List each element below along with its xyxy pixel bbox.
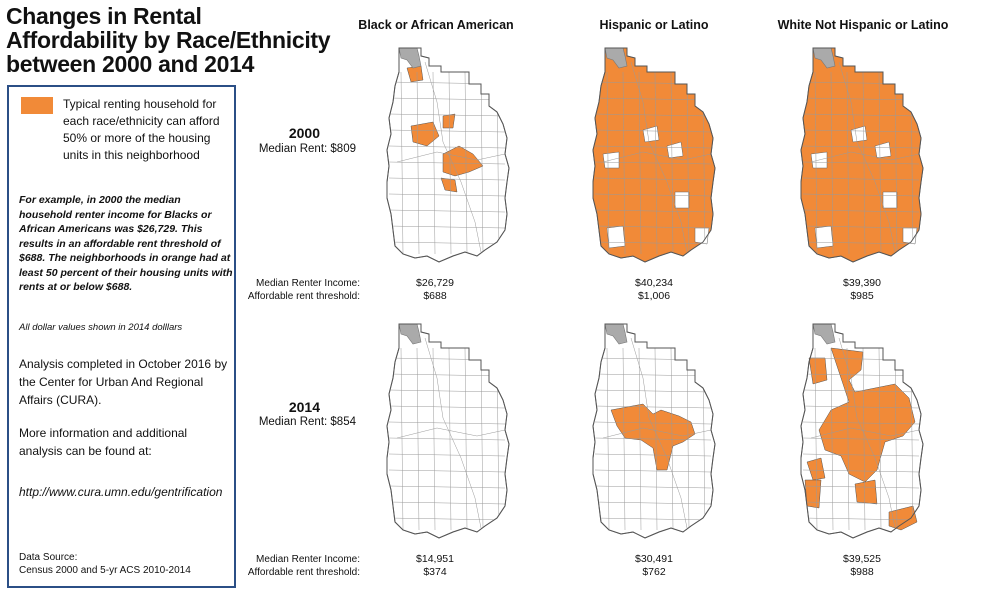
- city-border: [592, 323, 716, 539]
- analysis-text: Analysis completed in October 2016 by th…: [19, 357, 228, 407]
- threshold-label-2000: Affordable rent threshold:: [247, 291, 360, 302]
- threshold-2014-black: $374: [423, 566, 447, 578]
- unaffordable-region: [882, 191, 898, 209]
- legend-swatch: [21, 97, 53, 114]
- median-rent-2000: Median Rent: $809: [258, 143, 356, 155]
- affordable-region: [804, 479, 822, 509]
- legend-panel: Typical renting household for each race/…: [7, 85, 236, 588]
- income-label-2000: Median Renter Income:: [256, 278, 360, 289]
- unaffordable-region: [674, 191, 690, 209]
- threshold-label-2014: Affordable rent threshold:: [247, 567, 360, 578]
- city-outline: [386, 323, 510, 539]
- city-border: [800, 47, 924, 263]
- neighborhood-boundaries: [802, 61, 920, 255]
- city-border: [386, 323, 510, 539]
- median-rent-2014: Median Rent: $854: [258, 416, 356, 428]
- page-title: Changes in Rental Affordability by Race/…: [6, 3, 331, 77]
- map-2000-hispanic: [592, 47, 716, 263]
- data-source-detail: Census 2000 and 5-yr ACS 2010-2014: [19, 565, 191, 576]
- no-data-region: [812, 323, 836, 345]
- column-header-white: White Not Hispanic or Latino: [777, 18, 949, 32]
- neighborhood-boundaries: [388, 337, 506, 531]
- income-2000-white: $39,390: [843, 277, 881, 289]
- city-border: [800, 323, 924, 539]
- neighborhood-boundaries: [802, 337, 920, 531]
- affordable-region: [888, 505, 918, 531]
- map-2014-white: [800, 323, 924, 539]
- data-source: Data Source: Census 2000 and 5-yr ACS 20…: [19, 551, 234, 577]
- map-2014-hispanic: [592, 323, 716, 539]
- unaffordable-region: [814, 225, 834, 249]
- city-border: [386, 47, 510, 263]
- income-2014-hispanic: $30,491: [635, 553, 673, 565]
- legend-text: Typical renting household for each race/…: [63, 97, 220, 162]
- no-data-region: [604, 323, 628, 345]
- threshold-2000-black: $688: [423, 290, 447, 302]
- affordable-region: [442, 113, 456, 129]
- income-2014-white: $39,525: [843, 553, 881, 565]
- dollars-note: All dollar values shown in 2014 dolllars: [19, 322, 183, 333]
- unaffordable-region: [666, 141, 684, 159]
- affordable-region: [808, 357, 828, 385]
- income-2000-black: $26,729: [416, 277, 454, 289]
- no-data-region: [812, 47, 836, 69]
- unaffordable-region: [606, 225, 626, 249]
- no-data-region: [398, 323, 422, 345]
- more-info-text: More information and additional analysis…: [19, 426, 188, 458]
- map-2014-black: [386, 323, 510, 539]
- affordable-region: [610, 403, 696, 471]
- threshold-2014-hispanic: $762: [642, 566, 666, 578]
- neighborhood-boundaries: [388, 61, 506, 255]
- affordable-region: [410, 121, 440, 147]
- column-header-hispanic: Hispanic or Latino: [599, 18, 709, 32]
- affordable-region: [818, 347, 916, 483]
- threshold-2000-hispanic: $1,006: [637, 290, 671, 302]
- city-border: [592, 47, 716, 263]
- source-url[interactable]: http://www.cura.umn.edu/gentrification: [19, 485, 223, 499]
- year-label-2014: 2014: [288, 399, 320, 415]
- no-data-region: [398, 47, 422, 69]
- unaffordable-region: [874, 141, 892, 159]
- map-2000-white: [800, 47, 924, 263]
- income-label-2014: Median Renter Income:: [256, 554, 360, 565]
- year-label-2000: 2000: [288, 125, 320, 141]
- income-2000-hispanic: $40,234: [635, 277, 673, 289]
- threshold-2000-white: $985: [850, 290, 874, 302]
- column-header-black: Black or African American: [358, 18, 514, 32]
- no-data-region: [604, 47, 628, 69]
- affordable-region: [854, 479, 878, 505]
- data-source-label: Data Source:: [19, 552, 78, 563]
- threshold-2014-white: $988: [850, 566, 874, 578]
- example-text: For example, in 2000 the median househol…: [19, 194, 233, 293]
- income-2014-black: $14,951: [416, 553, 454, 565]
- neighborhood-boundaries: [594, 337, 712, 531]
- map-2000-black: [386, 47, 510, 263]
